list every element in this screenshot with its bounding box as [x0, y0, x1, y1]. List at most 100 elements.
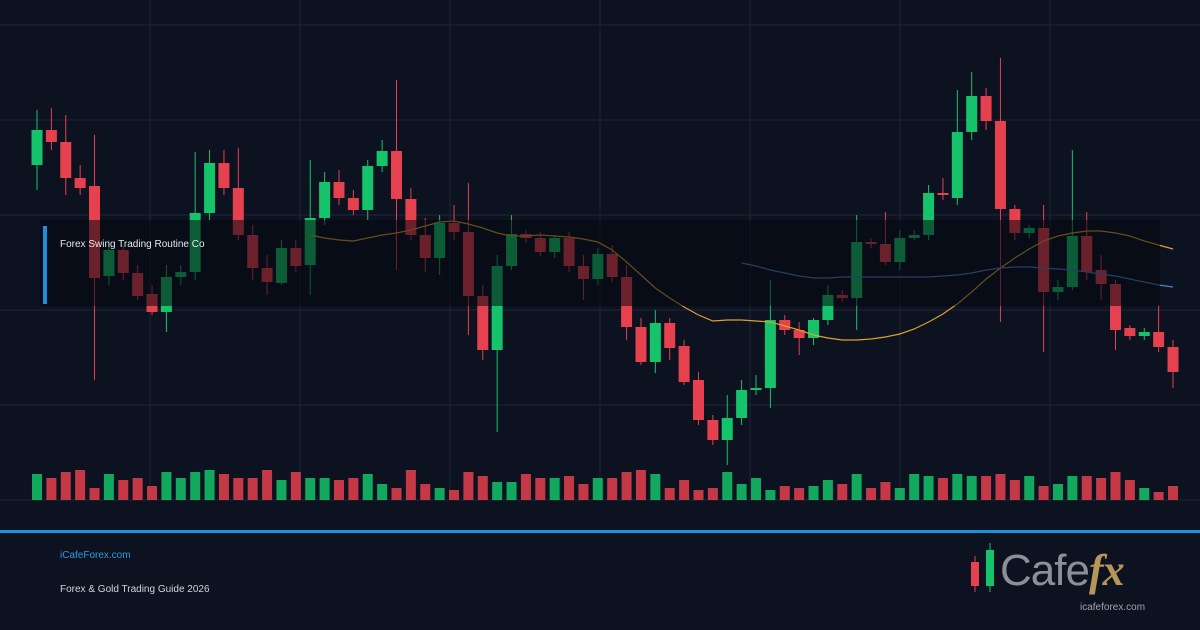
- candle-body: [347, 198, 359, 210]
- candle-body: [1124, 328, 1136, 336]
- volume-bar: [765, 490, 776, 500]
- logo-url: icafeforex.com: [1080, 602, 1146, 613]
- volume-bar: [995, 474, 1006, 500]
- candle-body: [808, 320, 820, 338]
- volume-bar: [506, 482, 517, 500]
- candle-body: [793, 330, 805, 338]
- volume-bar: [132, 478, 143, 500]
- volume-bar: [1067, 476, 1078, 500]
- volume-bar: [247, 478, 258, 500]
- candle-body: [822, 295, 834, 320]
- volume-bar: [751, 478, 761, 500]
- candle-body: [74, 178, 86, 188]
- volume-bar: [679, 480, 690, 500]
- logo-word: Cafe: [1000, 546, 1090, 595]
- candle-body: [937, 193, 949, 195]
- candle-body: [994, 121, 1006, 209]
- candle-body: [923, 193, 935, 235]
- volume-bar: [319, 478, 330, 500]
- candle-body: [980, 96, 992, 121]
- site-link[interactable]: iCafeForex.com: [60, 550, 131, 561]
- volume-bar: [89, 488, 100, 500]
- candle-body: [721, 418, 733, 440]
- volume-bar: [923, 476, 934, 500]
- title-overlay: Forex Swing Trading Routine Co: [40, 220, 1160, 306]
- volume-bar: [333, 480, 344, 500]
- volume-bar: [305, 478, 316, 500]
- volume-bar: [664, 488, 675, 500]
- candle-body: [779, 320, 791, 330]
- logo: Cafefx: [1000, 545, 1125, 596]
- volume-bar: [779, 486, 790, 500]
- volume-bar: [635, 470, 646, 500]
- volume-bar: [937, 478, 948, 500]
- volume-bar: [449, 490, 460, 500]
- volume-bar: [477, 476, 488, 500]
- tagline: Forex & Gold Trading Guide 2026: [60, 584, 210, 595]
- volume-bar: [405, 470, 416, 500]
- volume-bar: [348, 478, 359, 500]
- volume-bar: [808, 486, 819, 500]
- volume-bar: [1038, 486, 1049, 500]
- volume-bar: [952, 474, 963, 500]
- candle-body: [649, 323, 661, 362]
- candle-body: [1110, 284, 1121, 330]
- volume-bar: [549, 478, 560, 500]
- volume-bar: [32, 474, 42, 500]
- volume-bar: [822, 480, 833, 500]
- candle-body: [60, 142, 72, 178]
- volume-bar: [880, 482, 891, 500]
- candle-body: [218, 163, 230, 188]
- volume-bar: [1081, 476, 1092, 500]
- volume-bar: [147, 486, 158, 500]
- volume-bar: [1009, 480, 1020, 500]
- volume-bar: [1024, 476, 1035, 500]
- volume-bar: [218, 474, 229, 500]
- volume-bar: [607, 478, 618, 500]
- volume-bar: [276, 480, 287, 500]
- volume-bar: [966, 476, 977, 500]
- volume-bar: [894, 488, 905, 500]
- candle-body: [1153, 332, 1165, 347]
- candle-body: [750, 388, 762, 390]
- volume-bar: [290, 472, 301, 500]
- candle-body: [362, 166, 374, 210]
- volume-bar: [391, 488, 402, 500]
- volume-bar: [794, 488, 805, 500]
- logo-icon: [971, 562, 979, 586]
- candle-body: [692, 380, 704, 420]
- candle-body: [951, 132, 963, 198]
- volume-bar: [1153, 492, 1164, 500]
- volume-bar: [535, 478, 546, 500]
- volume-bar: [420, 484, 431, 500]
- volume-bar: [564, 476, 575, 500]
- volume-bar: [837, 484, 848, 500]
- candle-body: [319, 182, 331, 218]
- volume-bar: [1168, 486, 1179, 500]
- volume-bar: [434, 488, 445, 500]
- volume-bar: [362, 474, 373, 500]
- candle-body: [707, 420, 719, 440]
- candle-body: [966, 96, 978, 132]
- volume-bar: [578, 484, 589, 500]
- volume-bar: [262, 470, 273, 500]
- candle-body: [491, 266, 503, 350]
- volume-bar: [722, 472, 733, 500]
- candle-body: [45, 130, 57, 142]
- volume-bar: [75, 470, 86, 500]
- candle-body: [664, 323, 676, 348]
- volume-bar: [1124, 480, 1135, 500]
- volume-bar: [621, 472, 632, 500]
- volume-bar: [707, 488, 718, 500]
- candle-body: [333, 182, 345, 198]
- candle-body: [204, 163, 216, 213]
- volume-bar: [103, 474, 114, 500]
- candle-body: [31, 130, 43, 165]
- candle-body: [405, 199, 417, 235]
- volume-bar: [175, 478, 186, 500]
- volume-bar: [650, 474, 661, 500]
- volume-bar: [161, 472, 172, 500]
- candle-body: [232, 188, 244, 235]
- volume-bar: [851, 474, 862, 500]
- candle-body: [391, 151, 402, 199]
